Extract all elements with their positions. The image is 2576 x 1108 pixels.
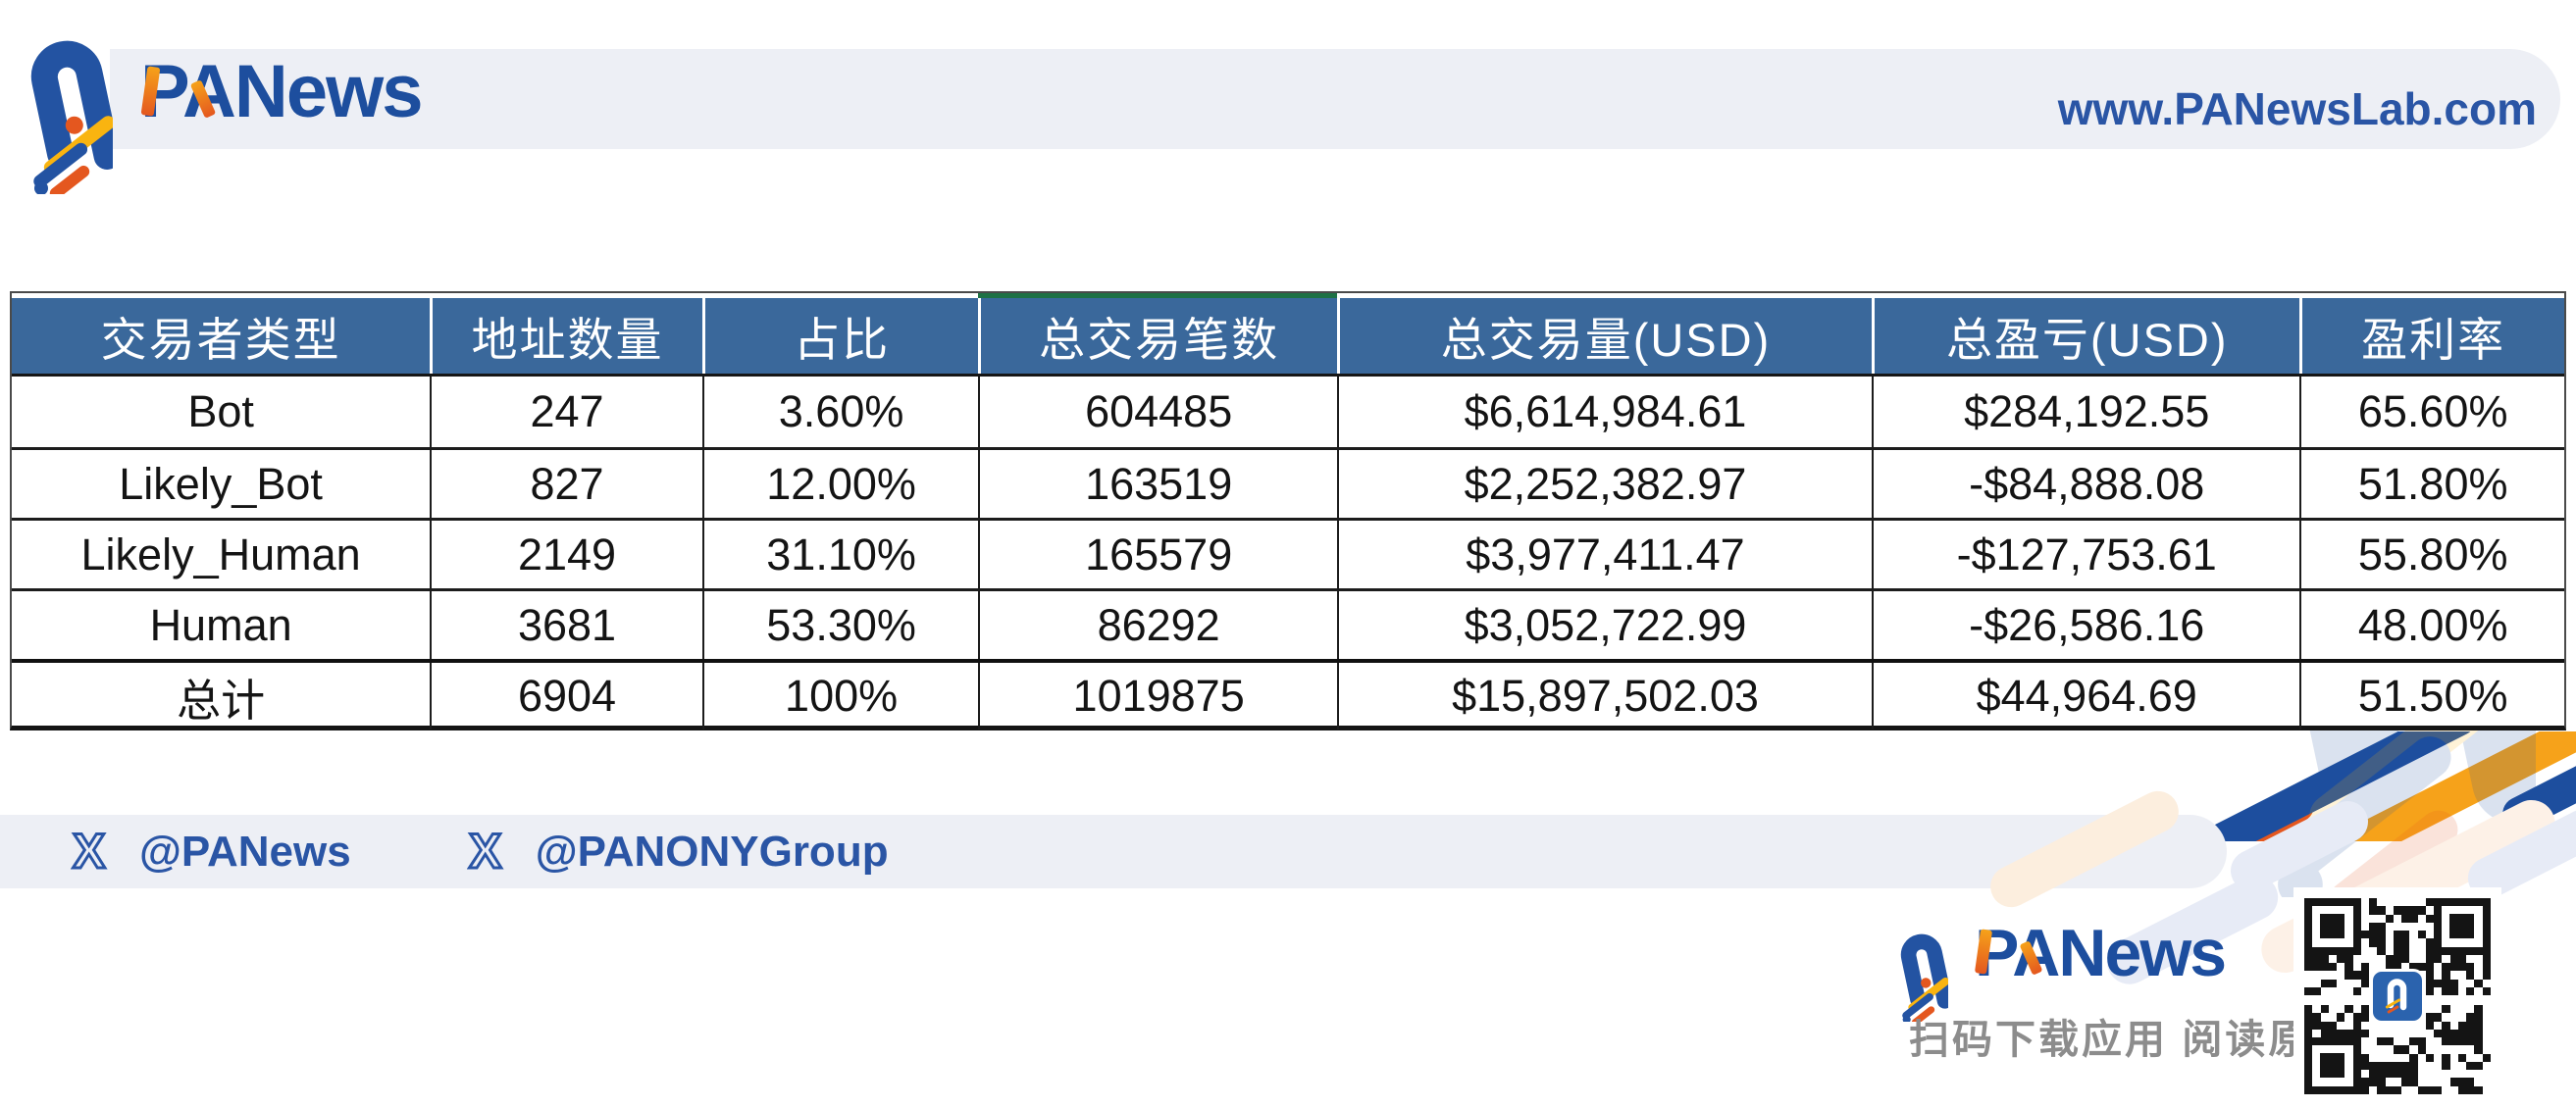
table-cell: 3.60% [701, 377, 979, 447]
panews-logo [15, 6, 113, 199]
top-banner [110, 49, 2560, 149]
column-header: 总交易量(USD) [1336, 298, 1873, 374]
qr-center-app-icon [2370, 969, 2425, 1024]
scan-caption: 扫码下载应用 阅读原文 [1909, 1017, 2355, 1062]
table-cell: -$127,753.61 [1872, 521, 2299, 588]
column-header: 地址数量 [430, 298, 702, 374]
table-cell: 2149 [430, 521, 702, 588]
panews-logo-icon [15, 6, 113, 194]
table-cell: 100% [701, 663, 979, 730]
table-row: 总计 6904 100% 1019875 $15,897,502.03 $44,964.6… [12, 659, 2564, 730]
x-twitter-icon [467, 826, 503, 878]
table-cell: Human [149, 599, 292, 650]
panews-wordmark: PANews [140, 50, 423, 133]
table-cell: 51.80% [2299, 450, 2564, 518]
table-cell: -$26,586.16 [1872, 591, 2299, 659]
column-header: 总交易笔数 [978, 298, 1337, 374]
twitter-handle-panews[interactable]: @PANews [139, 827, 351, 876]
table-cell: 48.00% [2299, 591, 2564, 659]
table-cell: 247 [430, 377, 702, 447]
panews-wordmark-text: PANews [140, 50, 423, 133]
table-cell: Bot [187, 386, 254, 436]
table-cell: 3681 [430, 591, 702, 659]
table-cell: 12.00% [701, 450, 979, 518]
column-header: 交易者类型 [12, 298, 431, 374]
table-cell: 53.30% [701, 591, 979, 659]
column-header: 总盈亏(USD) [1872, 298, 2300, 374]
trader-stats-table: 交易者类型 地址数量 占比 总交易笔数 总交易量(USD) 总盈亏(USD) 盈利率 Bot… [10, 291, 2566, 730]
table-cell: 31.10% [701, 521, 979, 588]
x-twitter-icon [71, 826, 107, 878]
table-cell: 165579 [978, 521, 1337, 588]
table-row: Human 3681 53.30% 86292 $3,052,722.99 -$26,58… [12, 588, 2564, 659]
table-cell: 51.50% [2299, 663, 2564, 730]
table-cell: $44,964.69 [1872, 663, 2299, 730]
qr-code [2293, 887, 2501, 1105]
footer-panews-wordmark: PANews [1974, 916, 2227, 990]
table-cell: 604485 [978, 377, 1337, 447]
table-cell: $15,897,502.03 [1336, 663, 1872, 730]
table-cell: 6904 [430, 663, 702, 730]
table-cell: 827 [430, 450, 702, 518]
table-cell: 总计 [177, 675, 266, 726]
qr-pattern [2304, 898, 2491, 1094]
table-row: Likely_Human 2149 31.10% 165579 $3,977,411.4… [12, 518, 2564, 588]
footer-wordmark-text: PANews [1975, 916, 2227, 990]
table-cell: 65.60% [2299, 377, 2564, 447]
social-bar: @PANews @PANONYGroup [0, 815, 2227, 888]
table-row: Bot 247 3.60% 604485 $6,614,984.61 $284,192.5… [12, 377, 2564, 447]
table-header-row: 交易者类型 地址数量 占比 总交易笔数 总交易量(USD) 总盈亏(USD) 盈利率 [12, 293, 2564, 377]
table-cell: 86292 [978, 591, 1337, 659]
table-cell: 163519 [978, 450, 1337, 518]
table-cell: -$84,888.08 [1872, 450, 2299, 518]
table-row: Likely_Bot 827 12.00% 163519 $2,252,382.97 -$… [12, 447, 2564, 518]
green-accent-line [978, 293, 1337, 298]
table-cell: 1019875 [978, 663, 1337, 730]
table-cell: $3,977,411.47 [1336, 521, 1872, 588]
column-header: 占比 [701, 298, 979, 374]
table-cell: $2,252,382.97 [1336, 450, 1872, 518]
column-header: 盈利率 [2299, 298, 2564, 374]
twitter-handle-panonygroup[interactable]: @PANONYGroup [535, 827, 889, 876]
table-cell: Likely_Human [80, 529, 361, 579]
table-cell: 55.80% [2299, 521, 2564, 588]
table-cell: $6,614,984.61 [1336, 377, 1872, 447]
table-cell: $284,192.55 [1872, 377, 2299, 447]
table-body: Bot 247 3.60% 604485 $6,614,984.61 $284,192.5… [12, 377, 2564, 730]
website-url[interactable]: www.PANewsLab.com [2057, 83, 2537, 134]
table-cell: Likely_Bot [119, 458, 323, 509]
table-cell: $3,052,722.99 [1336, 591, 1872, 659]
